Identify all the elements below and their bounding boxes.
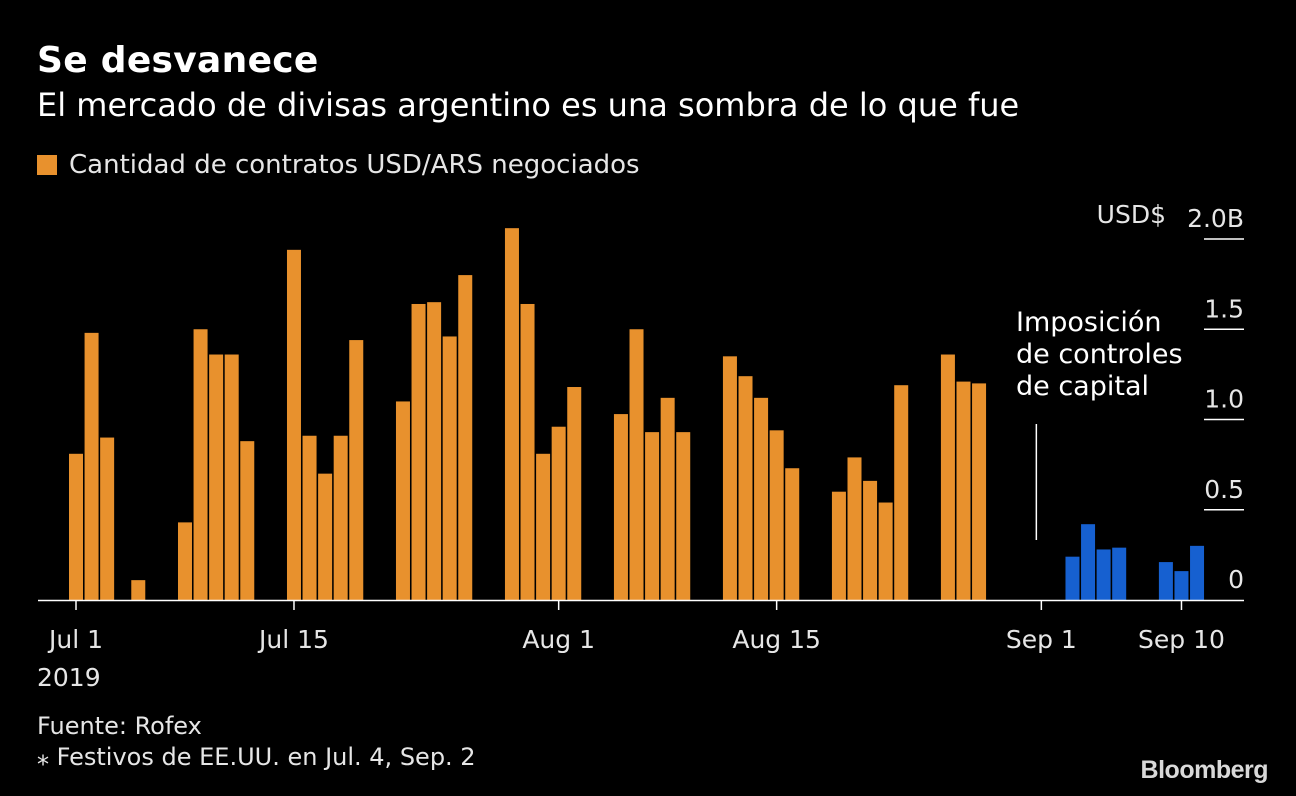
bar-pre-controls <box>84 332 99 600</box>
x-tick-year-label: 2019 <box>37 663 101 692</box>
bar-pre-controls <box>536 453 551 600</box>
bar-pre-controls <box>131 580 146 600</box>
bar-pre-controls <box>504 228 519 601</box>
bar-pre-controls <box>956 381 971 600</box>
bar-pre-controls <box>831 491 846 600</box>
bar-pre-controls <box>972 383 987 600</box>
bar-pre-controls <box>224 354 239 600</box>
bar-pre-controls <box>318 473 333 600</box>
holiday-note: ⁎ Festivos de EE.UU. en Jul. 4, Sep. 2 <box>37 743 476 771</box>
bar-post-controls <box>1112 547 1127 600</box>
bar-post-controls <box>1065 556 1080 600</box>
bar-post-controls <box>1190 545 1205 600</box>
bar-pre-controls <box>847 457 862 600</box>
chart-subtitle: El mercado de divisas argentino es una s… <box>37 86 1020 124</box>
bar-pre-controls <box>722 356 737 600</box>
bar-post-controls <box>1158 562 1173 600</box>
bar-pre-controls <box>613 414 628 600</box>
y-tick-label: 1.5 <box>1204 294 1244 323</box>
x-tick-label: Aug 1 <box>522 625 595 654</box>
bar-pre-controls <box>940 354 955 600</box>
bar-pre-controls <box>240 441 255 600</box>
bar-pre-controls <box>100 437 115 600</box>
x-tick-label: Sep 10 <box>1138 625 1225 654</box>
bar-pre-controls <box>349 340 364 600</box>
bar-pre-controls <box>395 401 410 600</box>
chart-title: Se desvanece <box>37 40 319 81</box>
bar-pre-controls <box>863 480 878 600</box>
y-tick-label: 2.0B <box>1187 204 1244 233</box>
legend-swatch <box>37 155 57 175</box>
bar-post-controls <box>1096 549 1111 600</box>
annotation-text: Imposición <box>1016 307 1161 338</box>
bar-pre-controls <box>209 354 224 600</box>
bar-pre-controls <box>286 249 301 600</box>
bar-pre-controls <box>645 432 660 600</box>
y-unit-label: USD$ <box>1097 200 1166 229</box>
bar-pre-controls <box>458 275 473 600</box>
bar-pre-controls <box>520 303 535 600</box>
bar-pre-controls <box>754 397 769 600</box>
source-note: Fuente: Rofex <box>37 712 202 740</box>
x-tick-label: Sep 1 <box>1006 625 1077 654</box>
bar-pre-controls <box>785 468 800 600</box>
annotation-text: de capital <box>1016 371 1149 402</box>
bar-post-controls <box>1174 571 1189 600</box>
bar-pre-controls <box>302 435 317 600</box>
bar-pre-controls <box>442 336 457 600</box>
y-tick-label: 0 <box>1228 565 1244 594</box>
bar-pre-controls <box>769 430 784 600</box>
x-tick-label: Jul 15 <box>257 625 329 654</box>
bar-pre-controls <box>551 426 566 600</box>
bar-pre-controls <box>660 397 675 600</box>
bar-pre-controls <box>567 387 582 600</box>
bar-pre-controls <box>676 432 691 600</box>
bar-pre-controls <box>193 329 208 600</box>
bar-pre-controls <box>69 453 83 600</box>
bar-pre-controls <box>177 522 192 600</box>
annotation-text: de controles <box>1016 339 1183 370</box>
bloomberg-logo: Bloomberg <box>1140 756 1269 784</box>
legend: Cantidad de contratos USD/ARS negociados <box>37 150 640 180</box>
bar-pre-controls <box>878 502 893 600</box>
bar-post-controls <box>1081 524 1096 600</box>
bar-pre-controls <box>411 303 426 600</box>
x-tick-label: Aug 15 <box>732 625 821 654</box>
bar-pre-controls <box>629 329 644 600</box>
bar-pre-controls <box>894 385 909 600</box>
bar-pre-controls <box>738 376 753 600</box>
legend-label: Cantidad de contratos USD/ARS negociados <box>69 150 640 180</box>
bar-pre-controls <box>333 435 348 600</box>
y-tick-label: 1.0 <box>1204 385 1244 414</box>
x-tick-label: Jul 1 <box>47 625 103 654</box>
y-tick-label: 0.5 <box>1204 475 1244 504</box>
bar-pre-controls <box>427 302 442 600</box>
